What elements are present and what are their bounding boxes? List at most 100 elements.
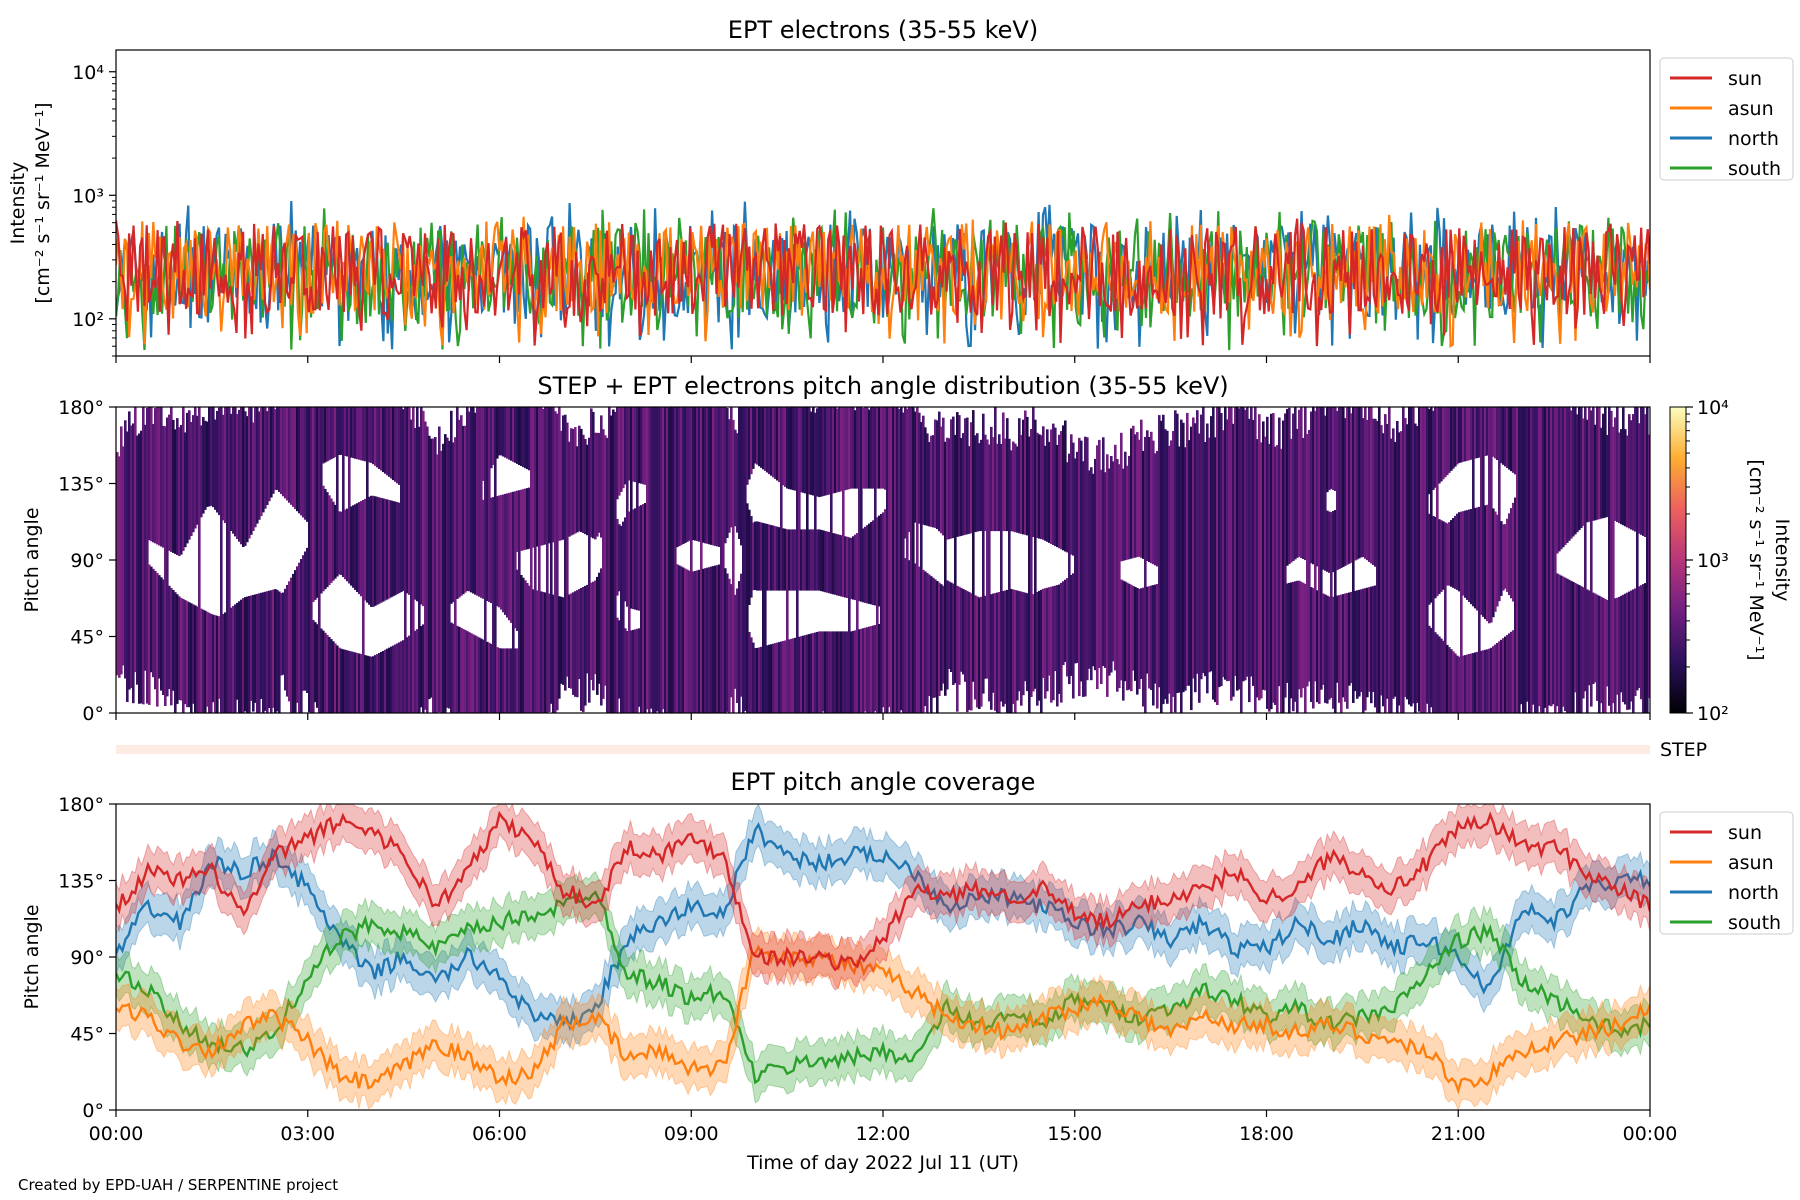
heatmap-cell xyxy=(1614,417,1617,521)
heatmap-cell xyxy=(240,407,243,545)
heatmap-cell xyxy=(996,592,999,713)
heatmap-cell xyxy=(928,442,931,527)
heatmap-cell xyxy=(1490,407,1493,623)
heatmap-cell xyxy=(538,407,541,713)
heatmap-cell xyxy=(1298,580,1301,690)
heatmap-cell xyxy=(852,407,855,489)
heatmap-cell xyxy=(1388,407,1391,713)
heatmap-cell xyxy=(548,407,551,544)
heatmap-cell xyxy=(420,407,423,605)
heatmap-cell xyxy=(752,642,755,713)
heatmap-cell xyxy=(714,407,717,546)
heatmap-cell xyxy=(772,525,775,591)
heatmap-cell xyxy=(870,522,873,605)
heatmap-cell xyxy=(392,645,395,713)
heatmap-cell xyxy=(692,571,695,713)
heatmap-cell xyxy=(1478,506,1481,713)
heatmap-cell xyxy=(836,534,839,596)
heatmap-cell xyxy=(540,407,543,546)
heatmap-cell xyxy=(500,648,503,713)
heatmap-cell xyxy=(770,525,773,591)
heatmap-cell xyxy=(888,407,891,708)
heatmap-cell xyxy=(1500,521,1503,596)
heatmap-cell xyxy=(854,630,857,713)
heatmap-cell xyxy=(1244,409,1247,681)
heatmap-cell xyxy=(1380,425,1383,696)
angle-tick-label: 45° xyxy=(70,627,104,649)
heatmap-cell xyxy=(328,637,331,713)
heatmap-cell xyxy=(754,521,757,590)
heatmap-cell xyxy=(1150,431,1153,564)
heatmap-cell xyxy=(152,424,155,543)
heatmap-cell xyxy=(1504,636,1507,713)
heatmap-cell xyxy=(1114,444,1117,671)
heatmap-cell xyxy=(766,645,769,713)
heatmap-cell xyxy=(554,411,557,713)
heatmap-cell xyxy=(760,646,763,713)
heatmap-cell xyxy=(1208,437,1211,673)
heatmap-cell xyxy=(1496,643,1499,713)
angle-tick-label: 45° xyxy=(70,1024,104,1046)
heatmap-cell xyxy=(964,418,967,535)
heatmap-cell xyxy=(624,628,627,713)
heatmap-cell xyxy=(1576,584,1579,713)
heatmap-cell xyxy=(792,407,795,491)
heatmap-cell xyxy=(702,407,705,543)
heatmap-cell xyxy=(908,407,911,533)
heatmap-cell xyxy=(186,412,189,544)
heatmap-cell xyxy=(520,407,523,466)
heatmap-cell xyxy=(744,407,747,711)
heatmap-cell xyxy=(1626,435,1629,528)
legend-label-north: north xyxy=(1728,128,1779,150)
heatmap-cell xyxy=(1456,407,1459,465)
heatmap-cell xyxy=(756,407,759,465)
heatmap-cell xyxy=(698,407,701,542)
heatmap-cell xyxy=(282,592,285,675)
heatmap-cell xyxy=(892,407,895,713)
heatmap-cell xyxy=(766,524,769,591)
heatmap-cell xyxy=(818,407,821,498)
heatmap-cell xyxy=(230,413,233,531)
heatmap-cell xyxy=(786,529,789,713)
heatmap-cell xyxy=(528,407,531,471)
heatmap-cell xyxy=(354,504,357,590)
heatmap-cell xyxy=(396,502,399,595)
heatmap-cell xyxy=(1476,507,1479,611)
heatmap-cell xyxy=(1326,407,1329,493)
heatmap-cell xyxy=(332,407,335,459)
heatmap-cell xyxy=(526,583,529,713)
heatmap-cell xyxy=(1424,407,1427,713)
heatmap-cell xyxy=(294,570,297,713)
heatmap-cell xyxy=(220,407,223,713)
heatmap-cell xyxy=(1016,590,1019,701)
heatmap-cell xyxy=(1048,441,1051,543)
heatmap-cell xyxy=(932,435,935,528)
heatmap-cell xyxy=(784,407,787,487)
heatmap-cell xyxy=(384,649,387,713)
heatmap-cell xyxy=(488,407,491,602)
heatmap-cell xyxy=(246,596,249,713)
heatmap-cell xyxy=(262,592,265,713)
heatmap-cell xyxy=(202,417,205,514)
heatmap-cell xyxy=(404,407,407,713)
heatmap-cell xyxy=(1586,589,1589,713)
heatmap-cell xyxy=(306,547,309,693)
heatmap-cell xyxy=(174,592,177,713)
heatmap-cell xyxy=(1462,655,1465,713)
heatmap-cell xyxy=(790,638,793,713)
heatmap-cell xyxy=(1078,437,1081,697)
heatmap-cell xyxy=(1304,583,1307,713)
heatmap-cell xyxy=(232,407,235,534)
heatmap-cell xyxy=(640,505,643,713)
heatmap-cell xyxy=(606,437,609,713)
heatmap-cell xyxy=(1246,407,1249,677)
heatmap-cell xyxy=(500,407,503,456)
heatmap-cell xyxy=(134,407,137,673)
heatmap-cell xyxy=(648,407,651,713)
angle-tick-label: 0° xyxy=(82,703,104,725)
heatmap-cell xyxy=(778,407,781,483)
panel3-x-axis: 00:00 03:00 06:00 09:00 12:00 15:00 18:00 21:00… xyxy=(89,1110,1677,1145)
heatmap-cell xyxy=(1574,407,1577,535)
heatmap-cell xyxy=(1524,407,1527,713)
